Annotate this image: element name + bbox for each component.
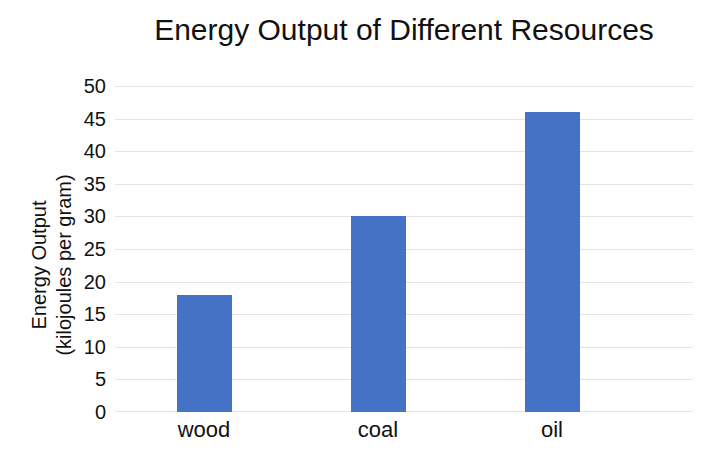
bar-coal xyxy=(351,216,406,412)
y-tick-label-5: 5 xyxy=(0,368,106,390)
y-tick-label-0: 0 xyxy=(0,401,106,423)
bar-oil xyxy=(525,112,580,412)
y-tick-label-50: 50 xyxy=(0,75,106,97)
y-tick-label-10: 10 xyxy=(0,336,106,358)
plot-area xyxy=(115,86,693,412)
gridline-45 xyxy=(115,119,693,120)
y-tick-label-15: 15 xyxy=(0,303,106,325)
page: { "page": { "background": "#ffffff" }, "… xyxy=(0,0,720,463)
chart-title: Energy Output of Different Resources xyxy=(115,13,693,47)
bar-chart: Energy Output of Different Resources Ene… xyxy=(0,0,720,463)
y-tick-label-25: 25 xyxy=(0,238,106,260)
y-tick-label-40: 40 xyxy=(0,140,106,162)
bar-wood xyxy=(177,295,232,412)
gridline-40 xyxy=(115,151,693,152)
x-label-coal: coal xyxy=(308,417,448,443)
x-label-wood: wood xyxy=(134,417,274,443)
gridline-50 xyxy=(115,86,693,87)
y-tick-label-35: 35 xyxy=(0,173,106,195)
y-tick-label-45: 45 xyxy=(0,108,106,130)
y-tick-label-20: 20 xyxy=(0,271,106,293)
x-label-oil: oil xyxy=(482,417,622,443)
gridline-35 xyxy=(115,184,693,185)
y-tick-label-30: 30 xyxy=(0,205,106,227)
